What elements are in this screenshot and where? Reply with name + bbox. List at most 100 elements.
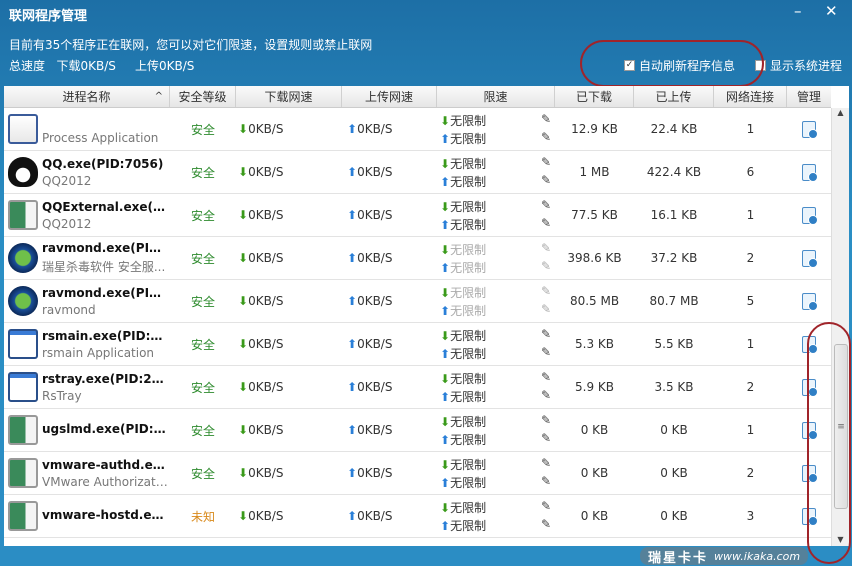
watermark-logo: 瑞星卡卡 www.ikaka.com (640, 547, 809, 566)
process-name-cell: vmware-hostd.exe... (4, 495, 170, 537)
download-speed: ⬇ 0KB/S (236, 452, 342, 494)
upload-limit: ⬆无限制 (440, 259, 486, 276)
downloaded-total: 0 KB (580, 466, 609, 480)
table-row[interactable]: vmware-authd.exe... VMware Authorizati...… (4, 452, 831, 495)
edit-upload-limit-pencil-icon[interactable]: ✎ (540, 431, 551, 445)
process-name: ravmond.exe(PID:... (42, 241, 168, 255)
upload-speed-value: 0KB/S (357, 466, 393, 480)
edit-download-limit-pencil-icon[interactable]: ✎ (540, 198, 551, 212)
col-downloaded[interactable]: 已下载 (555, 86, 634, 107)
connection-count: 1 (746, 122, 755, 136)
edit-upload-limit-pencil-icon[interactable]: ✎ (540, 474, 551, 488)
manage-settings-icon[interactable] (801, 292, 818, 311)
process-name: QQ.exe(PID:7056) (42, 156, 164, 171)
col-security[interactable]: 安全等级 (170, 86, 236, 107)
table-row[interactable]: rsmain.exe(PID:23... rsmain Application 安… (4, 323, 831, 366)
down-arrow-icon: ⬇ (440, 200, 451, 214)
upload-speed: ⬆ 0KB/S (342, 452, 437, 494)
col-connections[interactable]: 网络连接 (714, 86, 787, 107)
download-limit: ⬇无限制 (440, 112, 486, 129)
col-download-speed[interactable]: 下载网速 (236, 86, 342, 107)
application-icon (8, 501, 38, 531)
edit-upload-limit-pencil-icon[interactable]: ✎ (540, 130, 551, 144)
process-name-cell: ugslmd.exe(PID:32... (4, 409, 170, 451)
upload-limit-value: 无限制 (450, 218, 487, 232)
uploaded-total: 80.7 MB (649, 294, 699, 308)
edit-upload-limit-pencil-icon[interactable]: ✎ (540, 216, 551, 230)
scroll-up-icon[interactable]: ▲ (837, 108, 844, 117)
table-row[interactable]: QQExternal.exe(PID:...QQ2012 安全 ⬇0KB/S ⬆… (4, 194, 831, 237)
up-arrow-icon: ⬆ (440, 390, 451, 404)
manage-settings-icon[interactable] (801, 206, 818, 225)
download-limit-value: 无限制 (450, 286, 487, 300)
table-row[interactable]: QQ.exe(PID:7056) QQ2012 安全 ⬇ 0KB/S ⬆ 0KB/S … (4, 151, 831, 194)
edit-download-limit-pencil-icon[interactable]: ✎ (540, 155, 551, 169)
scrollbar-thumb[interactable]: ≡ (834, 344, 848, 509)
manage-settings-icon[interactable] (801, 163, 818, 182)
speed-limit-cell: ⬇无限制 ✎ ⬆无限制 ✎ (437, 108, 555, 150)
edit-download-limit-pencil-icon[interactable]: ✎ (540, 327, 551, 341)
annotation-circle (580, 40, 764, 87)
down-arrow-icon: ⬇ (440, 286, 451, 300)
edit-download-limit-pencil-icon[interactable]: ✎ (540, 499, 551, 513)
down-arrow-icon: ⬇ (238, 380, 249, 394)
table-header: 进程名称 ^ 安全等级 下载网速 上传网速 限速 已下载 已上传 网络连接 管理 (4, 86, 831, 108)
uploaded-total: 0 KB (660, 509, 688, 523)
up-arrow-icon: ⬆ (347, 122, 358, 136)
upload-limit: ⬆无限制 (440, 130, 486, 147)
speed-limit-cell: ⬇无限制 ✎ ⬆无限制 ✎ (437, 366, 555, 408)
rising-globe-icon (8, 286, 38, 316)
edit-download-limit-pencil-icon[interactable]: ✎ (540, 112, 551, 126)
qq-penguin-icon (8, 157, 38, 187)
edit-upload-limit-pencil-icon[interactable]: ✎ (540, 345, 551, 359)
edit-upload-limit-pencil-icon[interactable]: ✎ (540, 517, 551, 531)
speed-limit-cell: ⬇无限制 ✎ ⬆无限制 ✎ (437, 495, 555, 537)
table-row[interactable]: ravmond.exe(PID:... ravmond 安全 ⬇ 0KB/S ⬆ 0K… (4, 280, 831, 323)
edit-upload-limit-pencil-icon[interactable]: ✎ (540, 173, 551, 187)
up-arrow-icon: ⬆ (347, 294, 358, 308)
process-name: QQExternal.exe(PID:... (42, 199, 168, 214)
connection-count: 2 (746, 251, 755, 265)
down-arrow-icon: ⬇ (238, 165, 249, 179)
down-arrow-icon: ⬇ (238, 122, 249, 136)
process-description: RsTray (42, 388, 82, 403)
manage-settings-icon[interactable] (801, 120, 818, 139)
security-level: 安全 (190, 337, 215, 352)
upload-limit-value: 无限制 (450, 347, 487, 361)
col-limit[interactable]: 限速 (437, 86, 555, 107)
col-upload-speed[interactable]: 上传网速 (342, 86, 437, 107)
watermark-url: www.ikaka.com (714, 549, 801, 563)
table-row[interactable]: Process Application 安全 ⬇ 0KB/S ⬆ 0KB/S ⬇无限… (4, 108, 831, 151)
download-speed: ⬇ 0KB/S (236, 151, 342, 193)
download-speed: ⬇ 0KB/S (236, 194, 342, 236)
scroll-down-icon[interactable]: ▼ (837, 535, 844, 544)
speed-limit-cell: ⬇无限制 ✎ ⬆无限制 ✎ (437, 452, 555, 494)
edit-upload-limit-pencil-icon[interactable]: ✎ (540, 388, 551, 402)
table-row[interactable]: rstray.exe(PID:2904)RsTray 安全 ⬇0KB/S ⬆0K… (4, 366, 831, 409)
window-icon (8, 372, 38, 402)
process-description: QQ2012 (42, 173, 92, 188)
col-uploaded[interactable]: 已上传 (634, 86, 714, 107)
minimize-button[interactable]: – (794, 2, 802, 20)
up-arrow-icon: ⬆ (347, 208, 358, 222)
down-arrow-icon: ⬇ (440, 458, 451, 472)
down-arrow-icon: ⬇ (440, 114, 451, 128)
col-name[interactable]: 进程名称 ^ (4, 86, 170, 107)
uploaded-total: 22.4 KB (650, 122, 698, 136)
manage-settings-icon[interactable] (801, 249, 818, 268)
edit-download-limit-pencil-icon[interactable]: ✎ (540, 370, 551, 384)
downloaded-total: 5.9 KB (575, 380, 614, 394)
edit-download-limit-pencil-icon[interactable]: ✎ (540, 413, 551, 427)
table-row[interactable]: vmware-hostd.exe... 未知 ⬇ 0KB/S ⬆ 0KB/S ⬇无限… (4, 495, 831, 538)
edit-download-limit-pencil-icon[interactable]: ✎ (540, 456, 551, 470)
process-table: 进程名称 ^ 安全等级 下载网速 上传网速 限速 已下载 已上传 网络连接 管理 … (4, 86, 849, 546)
process-description: rsmain Application (42, 345, 155, 360)
auto-refresh-checkbox[interactable]: ✓ 自动刷新程序信息 (624, 57, 735, 74)
table-row[interactable]: ravmond.exe(PID:... 瑞星杀毒软件 安全服... 安全 ⬇ 0KB… (4, 237, 831, 280)
upload-limit: ⬆无限制 (440, 517, 486, 534)
col-manage[interactable]: 管理 (796, 90, 821, 104)
show-system-checkbox[interactable]: 显示系统进程 (755, 57, 842, 74)
close-button[interactable]: ✕ (825, 2, 838, 20)
table-row[interactable]: ugslmd.exe(PID:32... 安全 ⬇0KB/S ⬆0KB/S ⬇无… (4, 409, 831, 452)
total-upload: 上传0KB/S (134, 59, 195, 73)
